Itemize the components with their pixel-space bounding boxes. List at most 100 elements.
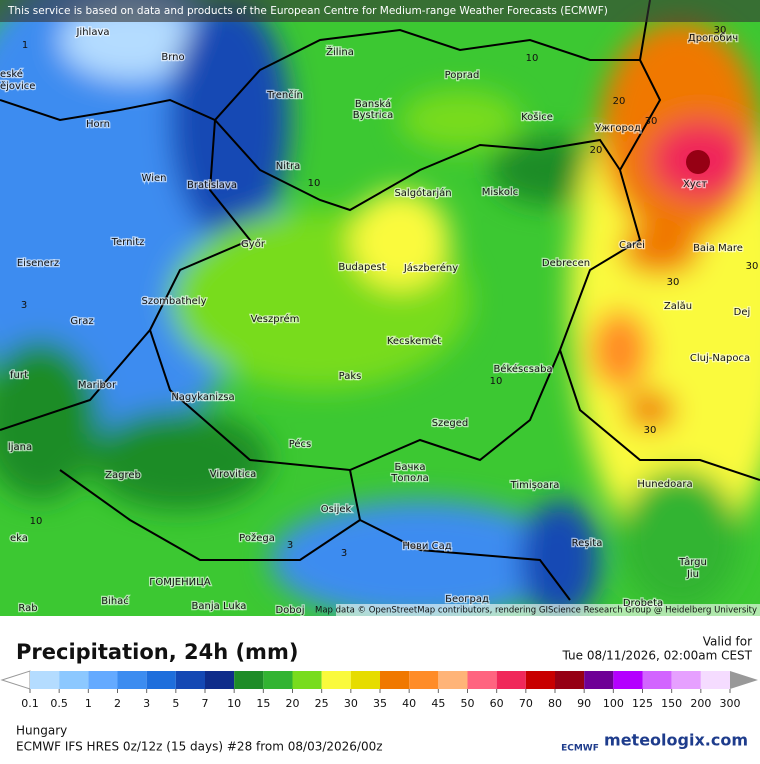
city-label: ějovice [0,80,35,92]
legend-swatch [59,671,89,689]
city-label: Reșita [572,538,603,549]
legend-swatch [30,671,60,689]
city-label: Brno [161,52,184,63]
valid-time: Tue 08/11/2026, 02:00am CEST [562,649,753,663]
legend-tick-label: 5 [172,697,179,710]
legend-swatch [438,671,468,689]
contour-label: 30 [644,425,657,436]
city-label: Debrecen [542,258,590,269]
legend-arrow-high [730,671,758,689]
attribution: Map data © OpenStreetMap contributors, r… [315,606,757,616]
legend-tick-label: 7 [202,697,209,710]
contour-label: 30 [746,261,759,272]
legend-swatch [175,671,205,689]
city-label: Poprad [445,70,480,81]
city-label: Virovitica [210,469,256,480]
legend-tick-label: 45 [431,697,445,710]
contour-label: 1 [22,40,28,51]
legend-tick-label: 30 [344,697,358,710]
contour-label: 10 [30,516,43,527]
city-label: Београд [445,594,489,605]
contour-label: 20 [590,145,603,156]
city-label: Salgótarján [394,187,451,199]
city-label: Trenčín [266,89,303,101]
contour-label: 10 [490,376,503,387]
city-label: Топола [390,473,428,484]
city-label: Ternitz [111,237,145,248]
legend-tick-label: 35 [373,697,387,710]
legend-tick-label: 50 [461,697,475,710]
legend-tick-label: 20 [286,697,300,710]
legend-swatch [380,671,410,689]
contour-label: 3 [341,548,347,559]
attribution-bg [336,604,760,616]
city-label: Bihać [101,595,129,607]
legend-swatch [117,671,147,689]
city-label: Kecskemét [387,335,441,347]
city-label: eské [0,68,23,80]
city-label: Veszprém [251,313,300,325]
legend-swatch [350,671,380,689]
meteologix-logo: meteologix.com [604,731,748,750]
legend-tick-label: 1 [85,697,92,710]
city-label: Banja Luka [192,601,247,612]
legend-tick-label: 150 [661,697,682,710]
contour-label: 20 [613,96,626,107]
legend-swatch [642,671,672,689]
legend-tick-label: 300 [720,697,741,710]
city-label: Banská [355,98,391,110]
city-label: Wien [142,173,167,184]
city-label: Pécs [289,438,312,450]
city-label: Хуст [683,179,707,190]
city-label: Szeged [432,418,469,429]
legend-tick-label: 25 [315,697,329,710]
city-label: ГОМЈЕНИЦА [149,577,211,588]
city-label: Hunedoara [637,479,692,490]
city-label: Zalău [664,301,692,312]
ecmwf-logo: ECMWF [561,744,599,754]
legend-tick-label: 100 [603,697,624,710]
city-label: Nitra [276,161,300,172]
city-label: Budapest [338,262,385,273]
city-label: Bystrica [353,110,393,121]
city-label: Nagykanizsa [171,392,234,403]
legend-swatch [671,671,701,689]
legend-tick-label: 80 [548,697,562,710]
legend-tick-label: 15 [256,697,270,710]
city-label: eka [10,533,28,544]
city-label: Požega [239,532,275,544]
legend-swatch [292,671,322,689]
legend-arrow-low [0,670,31,690]
precip-map [0,0,760,616]
legend-tick-label: 0.1 [21,697,39,710]
city-label: Miskolc [482,187,518,198]
legend-swatch [613,671,643,689]
city-label: Eisenerz [17,258,59,269]
city-label: Rab [18,603,37,614]
model-info: ECMWF IFS HRES 0z/12z (15 days) #28 from… [16,740,383,754]
city-label: Košice [521,111,553,123]
contour-label: 10 [526,53,539,64]
legend-tick-label: 40 [402,697,416,710]
city-label: Бачка [394,462,425,473]
legend-tick-label: 2 [114,697,121,710]
contour-label: 30 [645,116,658,127]
legend-swatch [555,671,585,689]
city-label: ljana [8,442,32,453]
city-label: Timișoara [510,480,560,491]
city-label: Carei [619,240,645,251]
legend-swatch [205,671,235,689]
city-label: Jihlava [75,27,109,38]
legend-tick-label: 90 [577,697,591,710]
legend-swatch [234,671,264,689]
city-label: Ужгород [595,123,641,134]
contour-label: 30 [667,277,680,288]
city-label: Szombathely [141,296,206,307]
city-label: Žilina [326,45,354,58]
city-label: Jászberény [403,262,458,274]
legend-tick-label: 10 [227,697,241,710]
city-label: Graz [70,316,93,327]
banner-bg [0,0,760,22]
city-label: Paks [339,371,362,382]
